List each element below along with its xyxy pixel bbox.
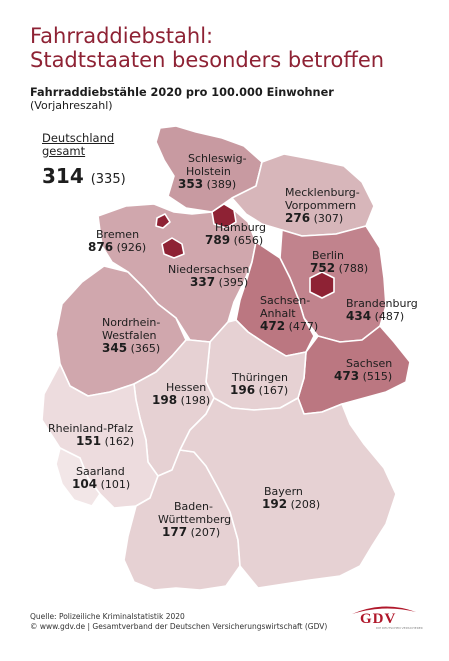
label-schleswig-holstein: Schleswig- Holstein 353 (389) — [178, 152, 247, 191]
state-value: 473 — [334, 369, 360, 383]
label-bayern: Bayern 192 (208) — [262, 485, 320, 511]
label-niedersachsen: Niedersachsen 337 (395) — [168, 263, 249, 289]
gdv-logo-subtext: DIE DEUTSCHEN VERSICHERER — [376, 626, 423, 630]
label-thueringen: Thüringen 196 (167) — [230, 371, 289, 397]
state-name: Nordrhein- — [102, 316, 161, 329]
copyright-note: © www.gdv.de | Gesamtverband der Deutsch… — [30, 622, 328, 631]
state-value: 198 — [152, 393, 178, 407]
total-prev: (335) — [90, 172, 126, 187]
label-hessen: Hessen 198 (198) — [152, 381, 211, 407]
state-name: Saarland — [76, 465, 125, 478]
state-name: Mecklenburg- — [285, 186, 360, 199]
state-value: 353 — [178, 177, 204, 191]
state-prev: (101) — [100, 478, 131, 491]
state-name: Württemberg — [158, 513, 232, 526]
label-brandenburg: Brandenburg 434 (487) — [346, 297, 418, 323]
state-prev: (167) — [258, 384, 289, 397]
state-name: Thüringen — [232, 371, 288, 384]
state-value: 104 — [72, 477, 98, 491]
state-value: 434 — [346, 309, 372, 323]
page-title: Fahrraddiebstahl: Stadtstaaten besonders… — [30, 24, 430, 72]
label-baden-wuerttemberg: Baden- Württemberg 177 (207) — [158, 500, 231, 539]
total-value: 314 — [42, 164, 84, 188]
state-name: Baden- — [174, 500, 213, 513]
state-name: Schleswig- — [188, 152, 247, 165]
map-subnote: (Vorjahreszahl) — [30, 99, 113, 112]
germany-total: Deutschland gesamt 314 (335) — [42, 131, 126, 189]
gdv-logo-text: GDV — [360, 611, 397, 627]
state-hb-bremerhaven — [155, 213, 171, 229]
state-prev: (656) — [233, 234, 264, 247]
state-prev: (365) — [130, 342, 161, 355]
state-prev: (477) — [288, 320, 319, 333]
label-nordrhein-westfalen: Nordrhein- Westfalen 345 (365) — [102, 316, 160, 355]
state-name: Vorpommern — [285, 199, 357, 212]
state-hh — [211, 203, 237, 229]
state-sl — [55, 447, 101, 507]
gdv-logo-icon — [352, 606, 416, 614]
title-line-2: Stadtstaaten besonders betroffen — [30, 48, 385, 72]
state-name: Bayern — [264, 485, 303, 498]
state-name: Anhalt — [260, 307, 296, 320]
state-name: Bremen — [96, 228, 140, 241]
label-sachsen: Sachsen 473 (515) — [334, 357, 392, 383]
state-prev: (788) — [338, 262, 369, 275]
label-berlin: Berlin 752 (788) — [310, 249, 369, 275]
state-prev: (487) — [374, 310, 405, 323]
state-name: Brandenburg — [346, 297, 418, 310]
total-value-row: 314 (335) — [42, 164, 126, 188]
footer: Quelle: Polizeiliche Kriminalstatistik 2… — [30, 612, 327, 632]
state-value: 789 — [205, 233, 231, 247]
map-subtitle: Fahrraddiebstähle 2020 pro 100.000 Einwo… — [30, 86, 334, 99]
total-label-1: Deutschland — [42, 131, 115, 145]
state-prev: (389) — [206, 178, 237, 191]
state-value: 196 — [230, 383, 256, 397]
state-name: Rheinland-Pfalz — [48, 422, 134, 435]
state-value: 192 — [262, 497, 288, 511]
state-value: 151 — [76, 434, 102, 448]
state-be — [309, 271, 335, 299]
state-value: 177 — [162, 525, 188, 539]
source-note: Quelle: Polizeiliche Kriminalstatistik 2… — [30, 612, 185, 621]
state-name: Berlin — [312, 249, 344, 262]
state-value: 752 — [310, 261, 336, 275]
state-value: 472 — [260, 319, 286, 333]
label-sachsen-anhalt: Sachsen- Anhalt 472 (477) — [260, 294, 318, 333]
state-name: Hamburg — [215, 221, 266, 234]
state-name: Hessen — [166, 381, 207, 394]
state-value: 276 — [285, 211, 311, 225]
state-prev: (207) — [190, 526, 221, 539]
label-mecklenburg-vorpommern: Mecklenburg- Vorpommern 276 (307) — [285, 186, 360, 225]
state-name: Sachsen — [346, 357, 393, 370]
state-value: 345 — [102, 341, 128, 355]
state-name: Westfalen — [102, 329, 157, 342]
total-label-2: gesamt — [42, 144, 86, 158]
label-bremen: Bremen 876 (926) — [88, 228, 146, 254]
state-value: 337 — [190, 275, 216, 289]
state-name: Holstein — [186, 165, 231, 178]
state-value: 876 — [88, 240, 114, 254]
state-prev: (162) — [104, 435, 135, 448]
state-name: Sachsen- — [260, 294, 311, 307]
state-prev: (208) — [290, 498, 321, 511]
state-by — [179, 397, 397, 589]
state-hb — [161, 237, 185, 259]
state-prev: (198) — [180, 394, 211, 407]
state-prev: (515) — [362, 370, 393, 383]
label-hamburg: Hamburg 789 (656) — [205, 221, 266, 247]
title-line-1: Fahrraddiebstahl: — [30, 24, 214, 48]
state-prev: (307) — [313, 212, 344, 225]
label-saarland: Saarland 104 (101) — [72, 465, 130, 491]
state-name: Niedersachsen — [168, 263, 250, 276]
state-prev: (395) — [218, 276, 249, 289]
state-prev: (926) — [116, 241, 147, 254]
label-rheinland-pfalz: Rheinland-Pfalz 151 (162) — [48, 422, 134, 448]
